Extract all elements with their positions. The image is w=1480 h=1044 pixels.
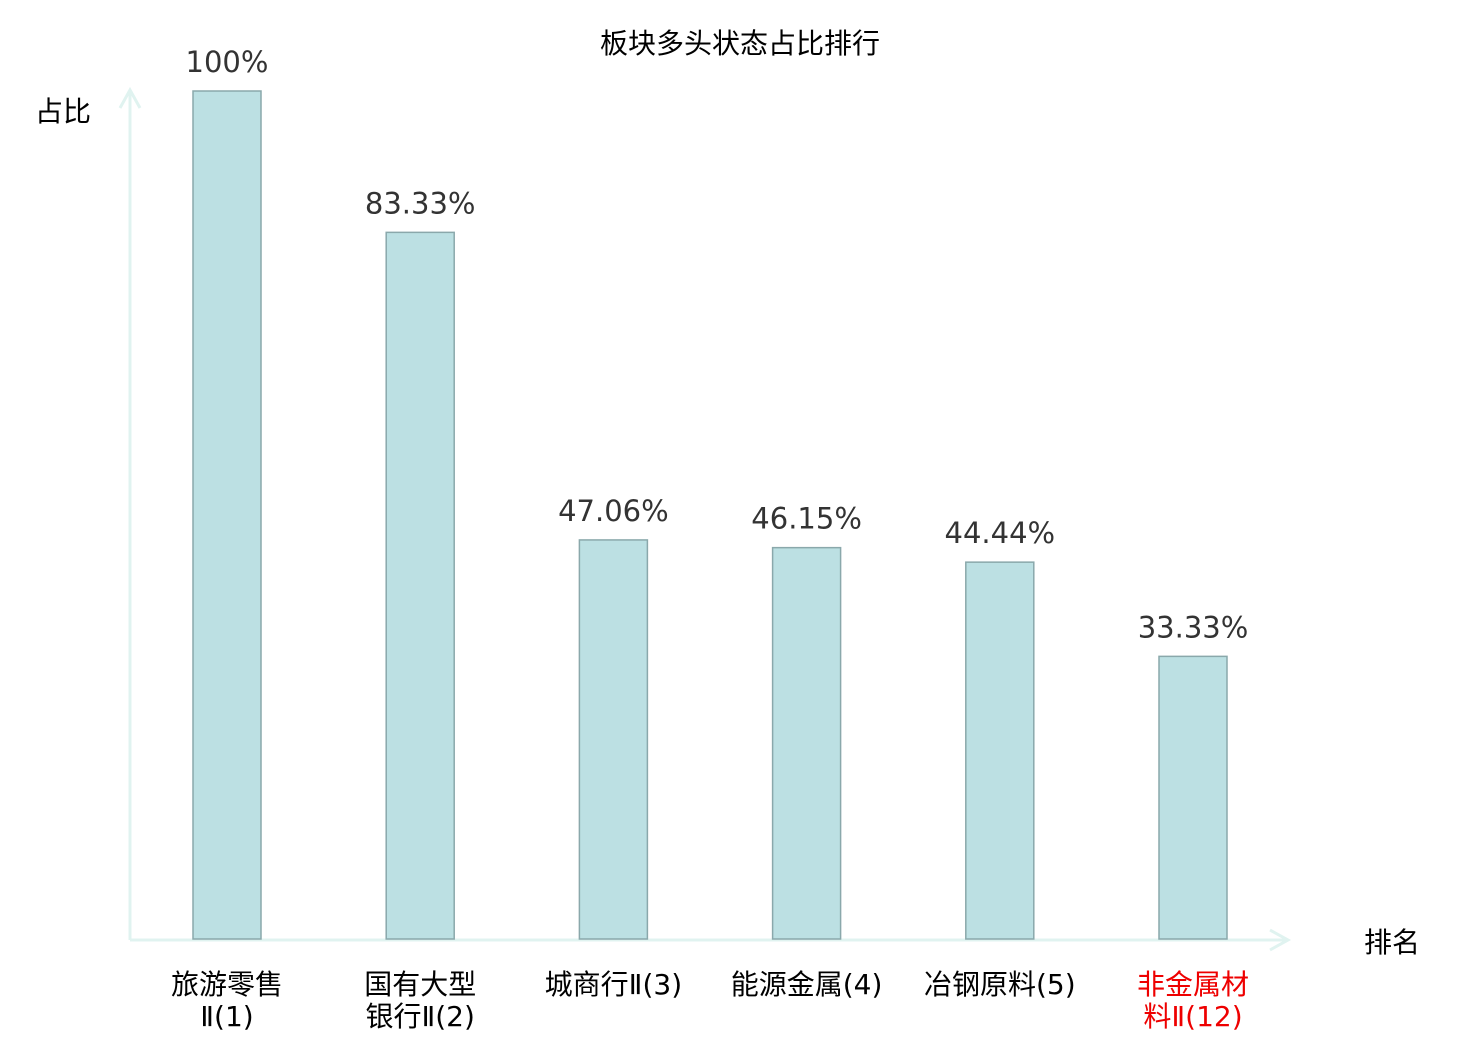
bar [771, 546, 842, 940]
x-axis [130, 928, 1292, 952]
x-tick-label: 非金属材 [1137, 968, 1249, 1001]
x-tick-label: Ⅱ(1) [200, 1000, 253, 1033]
value-label: 83.33% [365, 186, 476, 220]
x-axis-label: 排名 [1364, 926, 1420, 959]
x-tick-label: 银行Ⅱ(2) [365, 1000, 474, 1033]
x-tick-label: 旅游零售 [171, 968, 283, 1001]
value-label: 44.44% [945, 516, 1056, 550]
x-tick-label: 料Ⅱ(12) [1143, 1000, 1242, 1033]
bar [965, 561, 1035, 940]
y-axis [118, 86, 142, 940]
y-axis-label: 占比 [35, 95, 91, 128]
bar [192, 90, 262, 940]
bar [1158, 655, 1228, 940]
bar [578, 539, 649, 940]
x-tick-label: 冶钢原料(5) [924, 968, 1076, 1001]
x-tick-label: 城商行Ⅱ(3) [545, 968, 682, 1001]
value-label: 46.15% [751, 502, 862, 536]
value-label: 33.33% [1138, 610, 1249, 644]
x-tick-label: 国有大型 [364, 968, 476, 1001]
chart-title: 板块多头状态占比排行 [600, 27, 880, 60]
x-tick-label: 能源金属(4) [731, 968, 883, 1001]
value-label: 47.06% [558, 494, 669, 528]
value-label: 100% [186, 45, 269, 79]
bar [385, 231, 455, 940]
